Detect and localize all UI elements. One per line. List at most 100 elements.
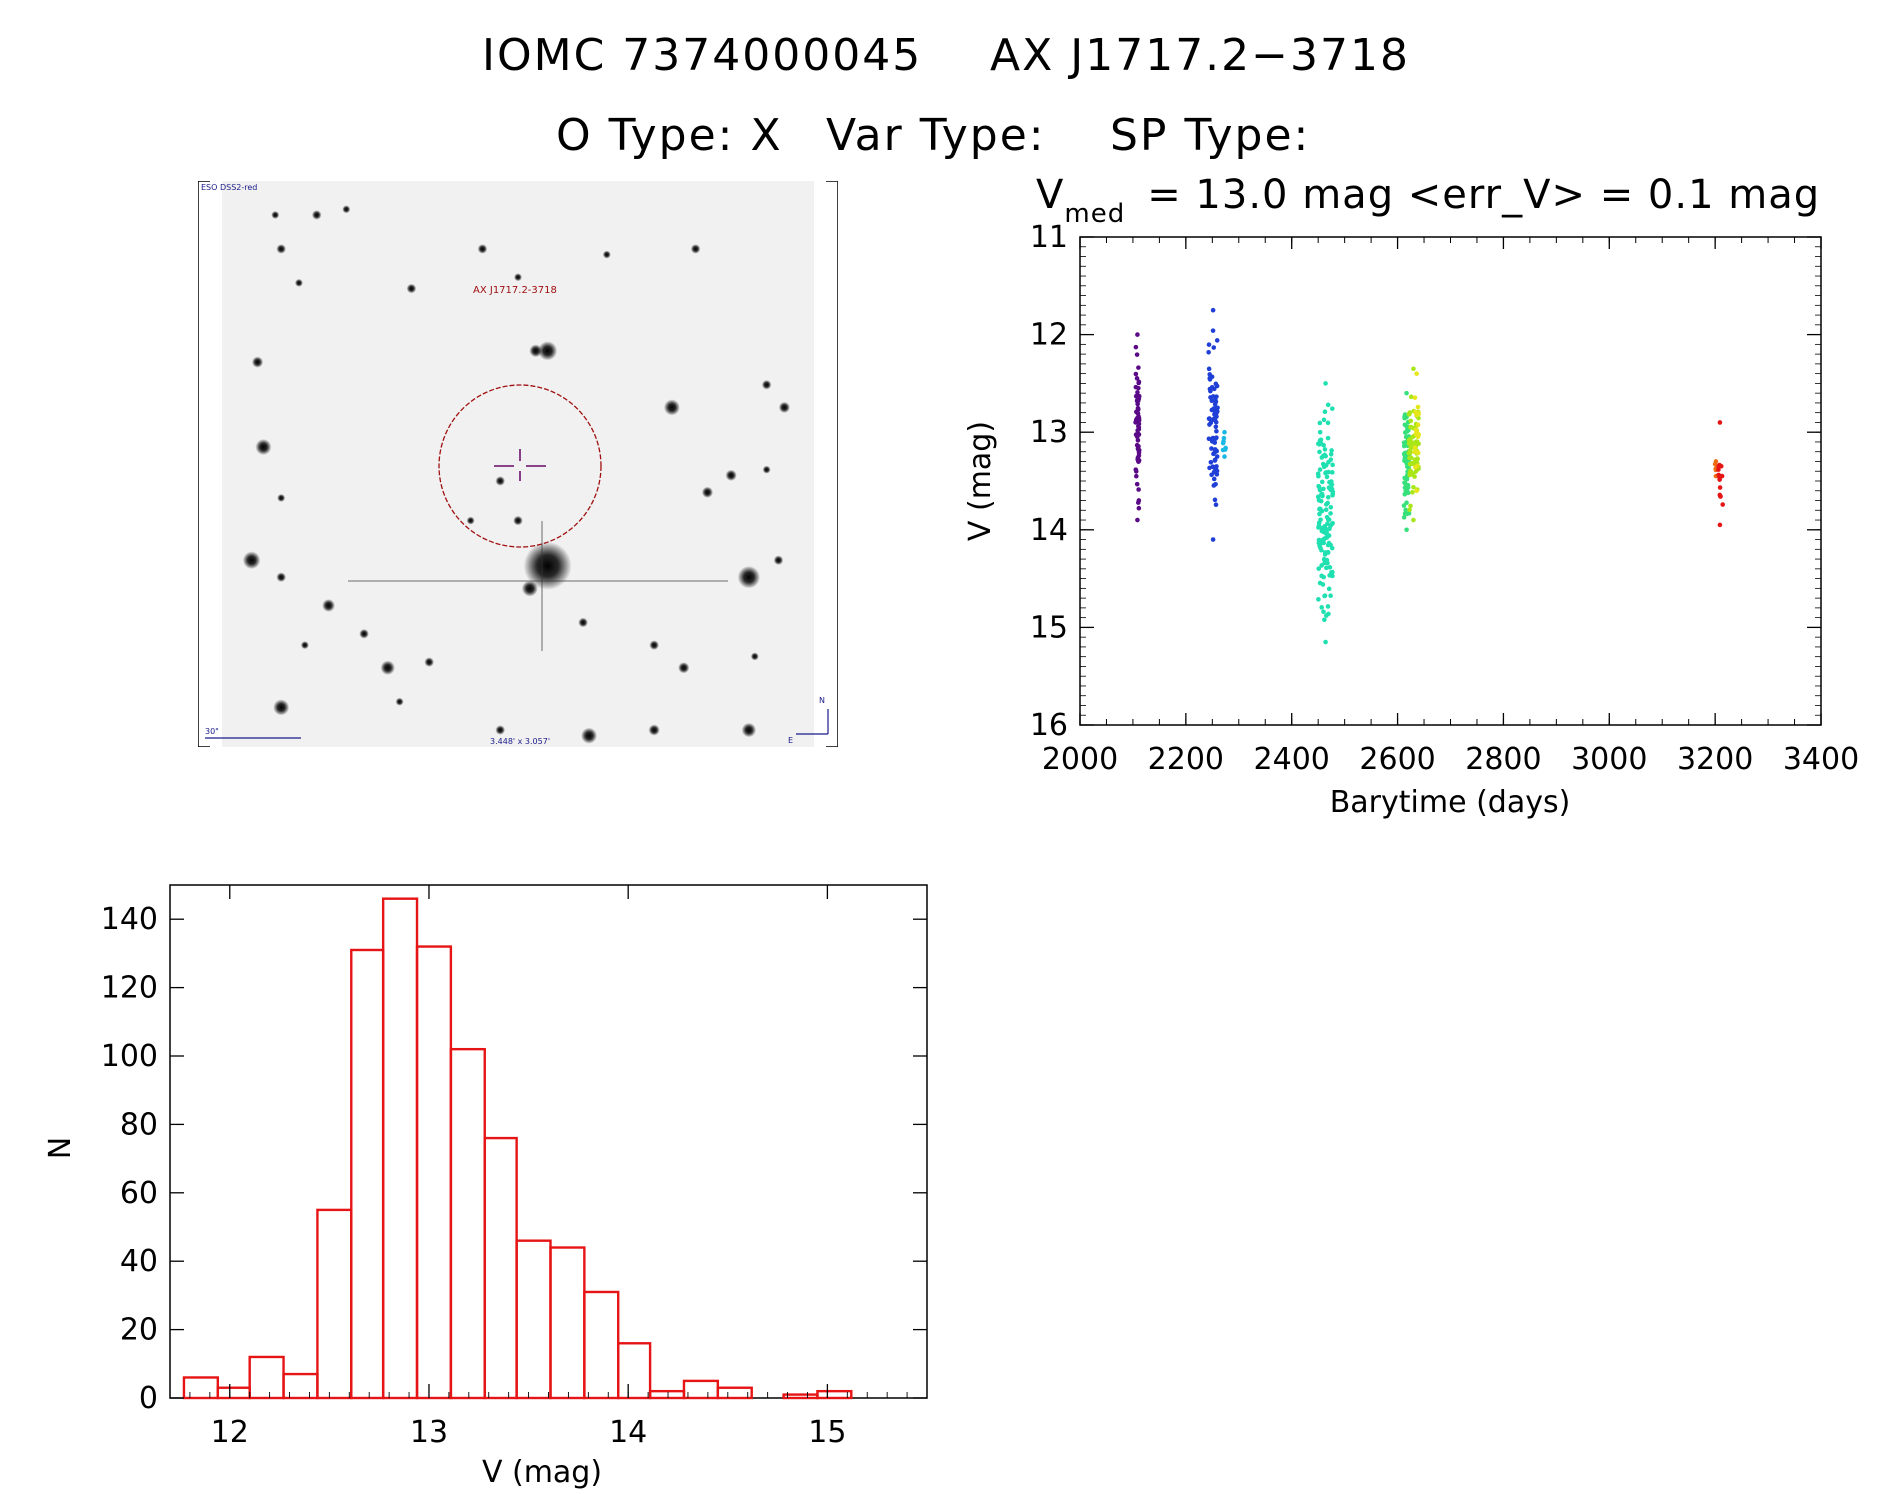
y-tick-label: 60 [120, 1176, 158, 1211]
data-point [1328, 451, 1334, 457]
data-point [1319, 479, 1325, 485]
histogram-bar [182, 1376, 220, 1400]
data-point [1407, 411, 1412, 417]
data-point [1323, 381, 1328, 386]
star [294, 278, 303, 287]
data-point [1717, 492, 1723, 498]
data-point [1133, 393, 1139, 399]
data-point [1717, 485, 1723, 490]
data-point [1408, 503, 1413, 509]
data-point [1321, 417, 1327, 423]
star [578, 617, 588, 628]
light-curve-title: Vmed = 13.0 mag <err_V> = 0.1 mag [1036, 172, 1820, 229]
data-point [1135, 438, 1141, 443]
data-point [1329, 470, 1335, 475]
data-point [1316, 597, 1321, 602]
data-point [1213, 419, 1219, 425]
star [678, 662, 690, 674]
data-point [1404, 527, 1409, 533]
data-point [1134, 352, 1140, 357]
x-tick-label: 2800 [1465, 742, 1541, 777]
data-point [1213, 424, 1219, 430]
data-point [1211, 345, 1217, 350]
data-point [1323, 639, 1328, 645]
star [529, 344, 543, 358]
x-tick-label: 2200 [1148, 742, 1224, 777]
data-point [1321, 486, 1326, 492]
data-point [1407, 507, 1412, 513]
compass-icon [796, 709, 829, 735]
histogram-bar [583, 1290, 620, 1400]
star [242, 551, 261, 570]
star [276, 244, 286, 254]
data-point [1413, 464, 1418, 470]
star [276, 572, 286, 582]
star [778, 401, 791, 413]
star-field [242, 205, 791, 744]
data-point [1327, 565, 1333, 570]
histogram-y-label: N [43, 1137, 78, 1159]
star [741, 722, 757, 738]
north-label: N [819, 696, 825, 705]
data-point [1136, 505, 1142, 511]
data-point [1206, 436, 1212, 442]
data-point [1214, 454, 1220, 459]
data-point [1716, 464, 1721, 469]
data-point [1207, 372, 1213, 377]
star [495, 476, 506, 486]
object-name-title: AX J1717.2−3718 [990, 30, 1411, 81]
data-point [1135, 428, 1140, 433]
data-point [1406, 511, 1412, 516]
data-point [1330, 520, 1335, 526]
star [762, 465, 771, 474]
data-point [1323, 463, 1329, 468]
data-point [1330, 406, 1335, 411]
x-tick-label: 3200 [1677, 742, 1753, 777]
data-point [1207, 465, 1212, 471]
data-point [1404, 476, 1409, 482]
data-point [1213, 436, 1218, 441]
star [523, 541, 572, 590]
object-type-label: O Type: X [556, 110, 783, 161]
data-point [1411, 366, 1416, 372]
x-tick-label: 2600 [1359, 742, 1435, 777]
y-tick-label: 14 [1030, 513, 1068, 548]
y-tick-label: 100 [101, 1039, 158, 1074]
light-curve-x-label: Barytime (days) [1330, 785, 1571, 820]
star [521, 580, 538, 597]
data-point [1414, 412, 1419, 418]
data-point [1402, 430, 1408, 435]
data-point [1415, 422, 1421, 428]
data-point [1136, 447, 1142, 453]
light-curve-y-label: V (mag) [963, 421, 998, 541]
histogram-bar [316, 1208, 353, 1400]
data-point [1222, 454, 1227, 459]
data-point [1321, 540, 1327, 546]
data-point [1212, 447, 1218, 452]
data-point [1212, 458, 1218, 463]
data-point [1133, 371, 1139, 377]
data-point [1328, 511, 1333, 516]
data-point [1325, 494, 1331, 500]
star [773, 555, 784, 566]
data-point [1221, 435, 1227, 441]
data-point [1319, 491, 1325, 497]
data-point [1411, 484, 1416, 490]
data-point [1410, 434, 1415, 440]
object-id-title: IOMC 7374000045 [482, 30, 923, 81]
data-point [1220, 447, 1226, 453]
y-tick-label: 140 [101, 902, 158, 937]
data-point [1326, 540, 1332, 546]
data-point [1401, 443, 1407, 449]
star [513, 515, 523, 526]
data-point [1720, 502, 1726, 507]
data-point [1136, 385, 1141, 391]
data-point [1318, 517, 1323, 523]
data-point [1414, 488, 1419, 494]
data-point [1136, 379, 1142, 385]
data-point [1330, 489, 1336, 495]
data-point [1316, 497, 1322, 503]
variability-type-label: Var Type: [826, 110, 1046, 161]
data-point [1414, 456, 1420, 461]
